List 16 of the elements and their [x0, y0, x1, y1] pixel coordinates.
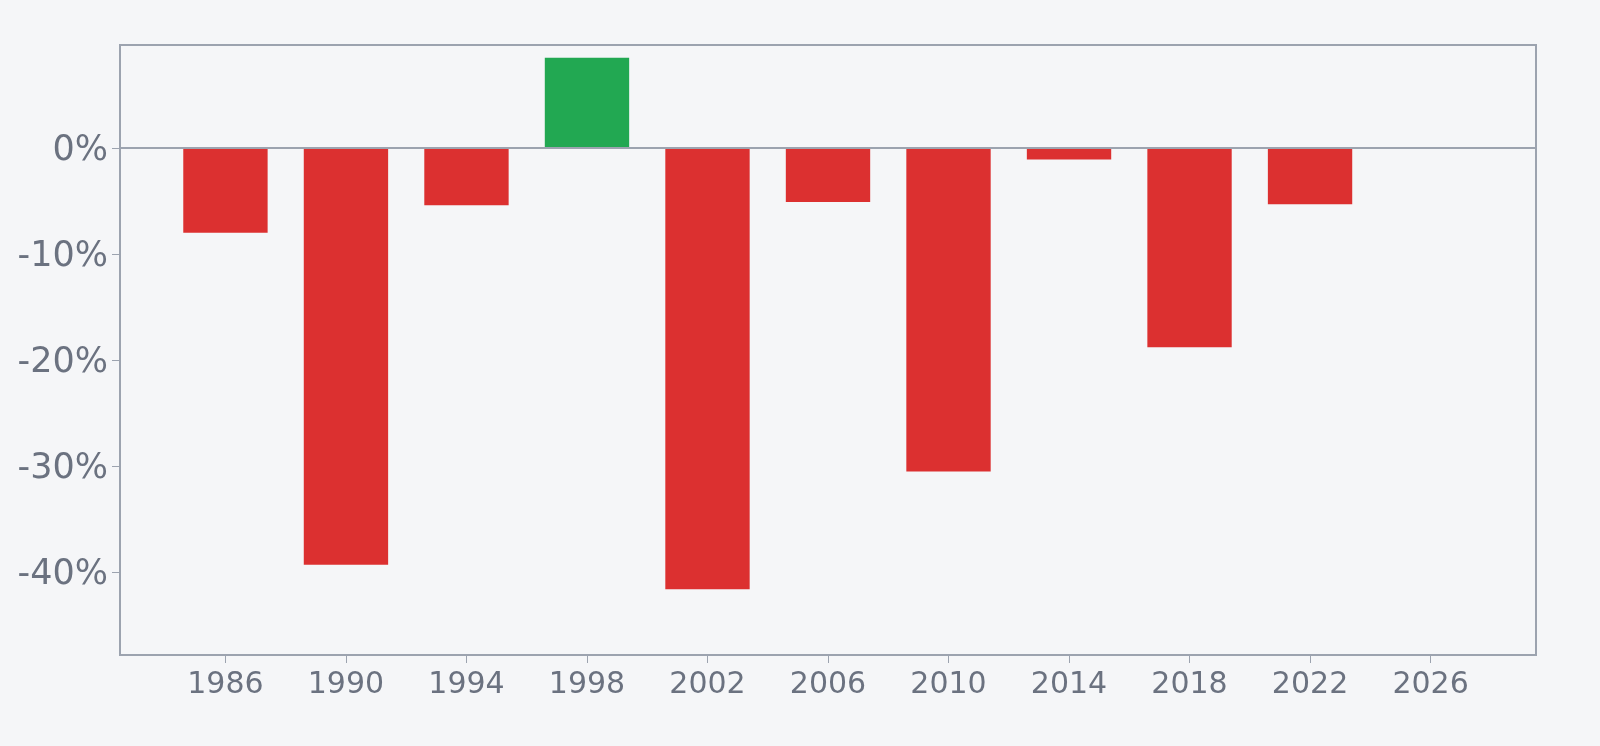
- x-tick-label: 1986: [187, 664, 264, 700]
- y-tick-label: -30%: [17, 446, 108, 487]
- x-tick-label: 2026: [1392, 664, 1469, 700]
- x-tick-label: 1994: [428, 664, 505, 700]
- x-tick-label: 2002: [669, 664, 746, 700]
- x-tick-label: 2018: [1151, 664, 1228, 700]
- x-tick-label: 2014: [1030, 664, 1108, 700]
- x-tick-label: 2022: [1271, 664, 1349, 700]
- x-tick-label: 1998: [548, 664, 626, 700]
- y-tick-label: -10%: [17, 233, 108, 274]
- y-tick-label: 0%: [52, 127, 108, 168]
- y-tick-label: -20%: [17, 340, 108, 381]
- x-tick-label: 1990: [307, 664, 385, 700]
- x-tick-label: 2010: [910, 664, 987, 700]
- x-tick-label: 2006: [789, 664, 867, 700]
- y-tick-label: -40%: [17, 552, 108, 593]
